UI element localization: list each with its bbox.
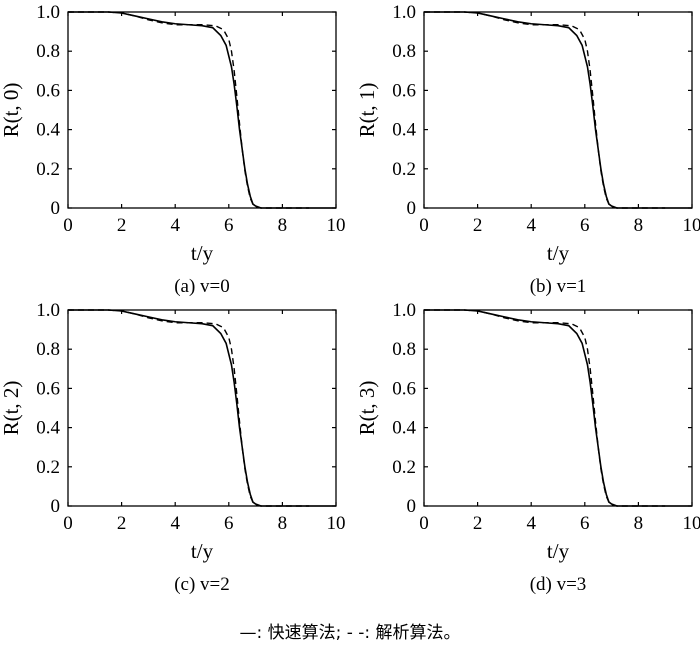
x-tick-label: 6 (580, 513, 590, 534)
y-tick-label: 0.8 (36, 41, 60, 62)
chart-panel-a: 0 2 4 6 8 10 0 0.2 0.4 0.6 0.8 1.0 t/y R(t, 0) (a) v=0 (0, 2, 346, 297)
x-tick-label: 10 (327, 513, 346, 534)
y-tick-label: 1.0 (36, 300, 60, 321)
y-tick-label: 0.6 (392, 80, 416, 101)
x-axis-label: t/y (191, 241, 214, 265)
series-line-solid (424, 11, 692, 209)
x-tick-label: 0 (419, 513, 429, 534)
series-line-dashed (424, 309, 666, 507)
y-tick-label: 0 (51, 198, 61, 219)
x-tick-label: 6 (224, 513, 234, 534)
y-tick-label: 0.4 (36, 120, 60, 141)
x-tick-label: 10 (683, 513, 700, 534)
y-tick-label: 1.0 (392, 300, 416, 321)
x-axis-label: t/y (547, 241, 570, 265)
panel-caption: (c) v=2 (174, 574, 230, 595)
chart-panel-c: 0 2 4 6 8 10 0 0.2 0.4 0.6 0.8 1.0 t/y R(t, 2) (c) v=2 (0, 300, 346, 595)
y-tick-label: 0.4 (392, 418, 416, 439)
x-tick-label: 0 (63, 215, 73, 236)
series-line-dashed (424, 11, 666, 209)
y-axis-label: R(t, 2) (0, 381, 23, 436)
panel-caption: (d) v=3 (530, 574, 587, 595)
x-tick-label: 8 (278, 215, 288, 236)
series-line-solid (68, 11, 336, 209)
x-tick-label: 2 (473, 215, 483, 236)
series-line-solid (68, 309, 336, 507)
y-tick-label: 0 (407, 496, 417, 517)
x-tick-label: 4 (170, 513, 180, 534)
plot-frame (423, 309, 693, 507)
panel-caption: (b) v=1 (530, 276, 587, 297)
chart-panel-b: 0 2 4 6 8 10 0 0.2 0.4 0.6 0.8 1.0 t/y R(t, 1) (b) v=1 (355, 2, 700, 297)
y-tick-label: 0 (407, 198, 417, 219)
x-tick-label: 4 (526, 513, 536, 534)
y-tick-label: 0 (51, 496, 61, 517)
x-axis-label: t/y (547, 539, 570, 563)
x-tick-label: 0 (419, 215, 429, 236)
x-tick-label: 2 (117, 513, 127, 534)
series-line-dashed (68, 309, 310, 507)
y-tick-label: 0.8 (392, 41, 416, 62)
x-tick-label: 10 (683, 215, 700, 236)
plot-frame (423, 11, 693, 209)
y-axis-label: R(t, 1) (355, 83, 379, 138)
x-tick-label: 6 (580, 215, 590, 236)
plot-frame (67, 309, 337, 507)
y-tick-label: 0.6 (392, 378, 416, 399)
chart-panels: 0 2 4 6 8 10 0 0.2 0.4 0.6 0.8 1.0 t/y R(t, 0) (a) v=0… (0, 2, 700, 595)
y-tick-label: 1.0 (36, 2, 60, 23)
y-tick-label: 0.2 (36, 159, 60, 180)
x-tick-label: 4 (526, 215, 536, 236)
y-tick-label: 0.4 (392, 120, 416, 141)
x-tick-label: 0 (63, 513, 73, 534)
series-line-dashed (68, 11, 310, 209)
x-tick-label: 8 (634, 513, 644, 534)
y-axis-label: R(t, 0) (0, 83, 23, 138)
series-line-solid (424, 309, 692, 507)
y-tick-label: 0.6 (36, 378, 60, 399)
y-tick-label: 0.8 (392, 339, 416, 360)
y-tick-label: 0.8 (36, 339, 60, 360)
x-tick-label: 2 (473, 513, 483, 534)
x-tick-label: 8 (278, 513, 288, 534)
y-tick-label: 0.2 (36, 457, 60, 478)
legend-text: —: 快速算法; - -: 解析算法。 (239, 623, 460, 643)
x-tick-label: 4 (170, 215, 180, 236)
y-tick-label: 1.0 (392, 2, 416, 23)
x-tick-label: 6 (224, 215, 234, 236)
panel-caption: (a) v=0 (174, 276, 230, 297)
plot-frame (67, 11, 337, 209)
chart-panel-d: 0 2 4 6 8 10 0 0.2 0.4 0.6 0.8 1.0 t/y R(t, 3) (d) v=3 (355, 300, 700, 595)
x-tick-label: 2 (117, 215, 127, 236)
y-tick-label: 0.4 (36, 418, 60, 439)
x-tick-label: 10 (327, 215, 346, 236)
y-tick-label: 0.6 (36, 80, 60, 101)
y-tick-label: 0.2 (392, 457, 416, 478)
y-tick-label: 0.2 (392, 159, 416, 180)
x-tick-label: 8 (634, 215, 644, 236)
y-axis-label: R(t, 3) (355, 381, 379, 436)
x-axis-label: t/y (191, 539, 214, 563)
